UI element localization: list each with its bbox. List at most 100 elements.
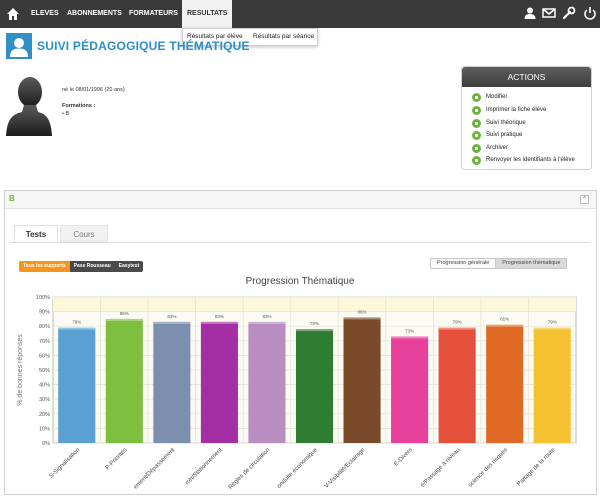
bar xyxy=(200,321,238,443)
actions-panel: ACTIONS Modifier Imprimer la fiche élève… xyxy=(461,66,592,170)
actions-title: ACTIONS xyxy=(462,67,591,87)
bar-highlight xyxy=(58,327,96,330)
y-tick-label: 0% xyxy=(42,441,50,447)
archive-icon xyxy=(472,143,481,153)
y-tick-label: 50% xyxy=(39,368,50,374)
practice-icon xyxy=(472,130,481,140)
y-tick-label: 30% xyxy=(39,397,50,403)
action-imprimer[interactable]: Imprimer la fiche élève xyxy=(472,105,546,115)
bar-value-label: 78% xyxy=(310,321,319,326)
action-renvoyer-identifiants[interactable]: Renvoyer les identifiants à l'élève xyxy=(472,155,575,165)
top-nav: ELEVES ABONNEMENTS FORMATEURS RESULTATS xyxy=(0,0,600,28)
bar-highlight xyxy=(295,329,334,332)
filter-tous-les-supports[interactable]: Tous les supports xyxy=(19,261,70,272)
x-tick-label: ement/Dépassement xyxy=(133,447,177,491)
resend-icon xyxy=(472,155,481,165)
plot-highlight-band xyxy=(53,297,576,312)
view-progression-generale[interactable]: Progression générale xyxy=(431,259,496,268)
x-tick-label: rrêt/Stationnement xyxy=(185,447,224,486)
support-filter: Tous les supports Pass Rousseau Easytest xyxy=(19,261,144,272)
bar-value-label: 81% xyxy=(500,317,509,322)
tab-tests[interactable]: Tests xyxy=(14,225,58,242)
x-tick-label: E-Divers xyxy=(393,447,414,468)
bar xyxy=(248,321,286,443)
y-tick-label: 10% xyxy=(39,426,50,432)
panel-header: B ^ xyxy=(5,191,596,209)
results-panel: B ^ xyxy=(4,190,597,495)
nav-item-formateurs[interactable]: FORMATEURS xyxy=(129,10,178,17)
bar-highlight xyxy=(200,321,238,324)
collapse-button[interactable]: ^ xyxy=(580,195,589,204)
home-icon[interactable] xyxy=(6,7,20,21)
bar xyxy=(533,327,571,443)
panel-formation-label: B xyxy=(9,194,15,203)
bar xyxy=(105,318,143,443)
bar xyxy=(295,329,334,443)
page-title: SUIVI PÉDAGOGIQUE THÉMATIQUE xyxy=(37,39,250,53)
avatar xyxy=(6,77,52,136)
tab-cours[interactable]: Cours xyxy=(60,225,108,242)
action-archiver[interactable]: Archiver xyxy=(472,143,508,153)
bar xyxy=(58,327,96,443)
y-tick-label: 70% xyxy=(39,339,50,345)
bar-value-label: 79% xyxy=(72,320,81,325)
bar-highlight xyxy=(533,327,571,330)
wrench-icon[interactable] xyxy=(562,6,576,20)
bar-value-label: 85% xyxy=(120,311,129,316)
bar xyxy=(343,317,381,443)
x-tick-label: onduite économique xyxy=(276,447,319,490)
print-icon xyxy=(472,105,481,115)
filter-easytest[interactable]: Easytest xyxy=(114,261,144,272)
bar-highlight xyxy=(438,327,476,330)
x-tick-label: Règles de circulation xyxy=(228,447,272,491)
nav-item-abonnements[interactable]: ABONNEMENTS xyxy=(67,10,122,17)
bar xyxy=(391,336,429,443)
filter-pass-rousseau[interactable]: Pass Rousseau xyxy=(69,261,115,272)
x-tick-label: S-Signalisation xyxy=(49,447,82,480)
y-tick-label: 100% xyxy=(36,295,50,301)
action-suivi-pratique[interactable]: Suivi pratique xyxy=(472,130,522,140)
x-tick-label: V-Visibilité/Eclairage xyxy=(324,447,367,490)
y-tick-label: 80% xyxy=(39,324,50,330)
bar xyxy=(153,321,191,443)
tab-divider xyxy=(10,242,590,243)
bar-highlight xyxy=(153,321,191,324)
y-tick-label: 90% xyxy=(39,310,50,316)
bar-value-label: 83% xyxy=(167,314,176,319)
action-modifier[interactable]: Modifier xyxy=(472,92,507,102)
nav-item-resultats[interactable]: RESULTATS xyxy=(182,0,233,28)
y-tick-label: 20% xyxy=(39,412,50,418)
bar-value-label: 83% xyxy=(215,314,224,319)
x-tick-label: science des risques xyxy=(468,447,510,489)
mail-icon[interactable] xyxy=(542,6,556,20)
bar-value-label: 86% xyxy=(358,309,367,314)
bar-value-label: 73% xyxy=(405,328,414,333)
user-icon[interactable] xyxy=(523,6,537,20)
dropdown-item-par-eleve[interactable]: Résultats par élève xyxy=(187,33,243,40)
bar-value-label: 79% xyxy=(548,320,557,325)
bar xyxy=(438,327,476,443)
bar-highlight xyxy=(486,324,524,327)
student-icon xyxy=(6,33,32,59)
theory-icon xyxy=(472,118,481,128)
x-tick-label: P-Priorités xyxy=(105,447,129,471)
view-progression-thematique[interactable]: Progression thématique xyxy=(495,259,567,268)
chart-title: Progression Thématique xyxy=(245,276,355,287)
bar-highlight xyxy=(105,318,143,321)
student-birthdate: né le 08/01/1996 (20 ans) xyxy=(62,87,125,93)
edit-icon xyxy=(472,92,481,102)
view-switch: Progression générale Progression thémati… xyxy=(430,258,568,269)
bar-value-label: 79% xyxy=(453,320,462,325)
y-tick-label: 60% xyxy=(39,353,50,359)
dropdown-item-par-seance[interactable]: Résultats par séance xyxy=(253,33,315,40)
action-suivi-theorique[interactable]: Suivi théorique xyxy=(472,118,526,128)
formation-item: • B xyxy=(62,111,70,117)
y-axis-label: % de bonnes réponses xyxy=(17,334,24,406)
bar-highlight xyxy=(248,321,286,324)
power-icon[interactable] xyxy=(583,6,597,20)
formation-value: B xyxy=(65,111,70,117)
bar-value-label: 83% xyxy=(262,314,271,319)
bar-highlight xyxy=(391,336,429,339)
nav-item-eleves[interactable]: ELEVES xyxy=(31,10,59,17)
